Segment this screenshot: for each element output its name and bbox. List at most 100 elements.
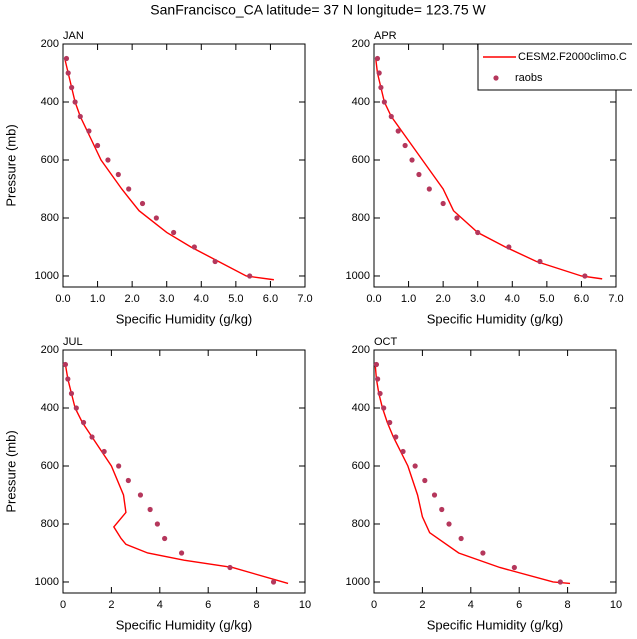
legend: CESM2.F2000climo.C raobs xyxy=(477,43,632,91)
y-tick-label: 400 xyxy=(41,96,59,108)
panel-label: OCT xyxy=(374,336,398,348)
profile-line xyxy=(375,58,603,280)
raob-point xyxy=(72,99,78,105)
y-tick-label: 800 xyxy=(41,518,59,530)
raob-point xyxy=(69,84,75,91)
y-tick-label: 600 xyxy=(41,460,59,472)
panel-label: APR xyxy=(374,30,397,42)
raob-point xyxy=(73,405,79,411)
raob-point xyxy=(68,390,75,397)
raob-point xyxy=(137,492,144,498)
y-tick-label: 200 xyxy=(352,344,370,356)
raob-point xyxy=(511,564,517,571)
raob-point xyxy=(393,434,399,440)
x-tick-label: 7.0 xyxy=(297,293,312,305)
raob-point xyxy=(247,273,253,279)
raob-point xyxy=(506,244,512,250)
raob-point xyxy=(431,492,438,498)
panel-label: JAN xyxy=(63,30,84,42)
panel: APR 0.0 1.0 2.0 3.0 4.0 5.0 6.0 7.0 200 400 600 800 1… xyxy=(346,30,624,327)
raob-point xyxy=(171,229,177,236)
raob-point xyxy=(178,550,185,556)
legend-label: CESM2.F2000climo.C xyxy=(518,51,627,63)
panel: JUL 0 2 4 6 8 10 200 400 600 800 1000 Specific Humid… xyxy=(3,336,311,633)
raob-point xyxy=(400,448,406,455)
y-tick-label: 200 xyxy=(41,344,59,356)
x-tick-label: 0.0 xyxy=(55,293,70,305)
raob-point xyxy=(376,70,382,76)
x-tick-label: 10 xyxy=(299,599,311,611)
y-tick-label: 400 xyxy=(352,96,370,108)
raob-point xyxy=(402,142,408,149)
raob-point xyxy=(381,405,387,411)
y-tick-label: 1000 xyxy=(35,576,59,588)
raob-point xyxy=(154,521,160,527)
raob-point xyxy=(375,376,381,382)
legend-label: raobs xyxy=(515,72,543,84)
chart-title: SanFrancisco_CA latitude= 37 N longitude… xyxy=(150,2,486,18)
raob-point xyxy=(416,171,422,178)
raob-point xyxy=(212,258,218,265)
x-tick-label: 0 xyxy=(371,599,377,611)
y-tick-label: 800 xyxy=(352,518,370,530)
x-axis-label: Specific Humidity (g/kg) xyxy=(116,311,253,326)
raob-point xyxy=(80,419,87,426)
y-tick-label: 1000 xyxy=(346,576,370,588)
x-tick-label: 4.0 xyxy=(194,293,209,305)
plot-frame xyxy=(62,43,306,288)
x-axis-label: Specific Humidity (g/kg) xyxy=(427,311,564,326)
y-tick-label: 600 xyxy=(352,154,370,166)
raob-point xyxy=(480,550,486,556)
legend-box xyxy=(477,43,632,91)
raob-point xyxy=(378,84,384,91)
raob-point xyxy=(77,113,83,120)
x-tick-label: 8 xyxy=(565,599,571,611)
y-tick-label: 200 xyxy=(41,38,59,50)
y-tick-label: 1000 xyxy=(346,270,370,282)
raob-point xyxy=(557,579,563,585)
x-tick-label: 6 xyxy=(205,599,211,611)
raob-point xyxy=(125,477,131,484)
profile-line xyxy=(374,364,571,585)
x-tick-label: 6.0 xyxy=(263,293,278,305)
y-tick-label: 600 xyxy=(352,460,370,472)
raob-point xyxy=(387,419,393,426)
x-tick-label: 6.0 xyxy=(574,293,589,305)
x-tick-label: 4 xyxy=(468,599,474,611)
raob-point xyxy=(62,361,69,368)
x-tick-label: 2.0 xyxy=(124,293,139,305)
x-tick-label: 4 xyxy=(157,599,163,611)
panel: OCT 0 2 4 6 8 10 200 400 600 800 1000 Specific Humid… xyxy=(346,336,623,633)
x-tick-label: 10 xyxy=(610,599,622,611)
raob-point xyxy=(373,361,380,368)
raob-point xyxy=(439,506,445,513)
raob-point xyxy=(475,229,481,236)
raob-point xyxy=(94,142,101,149)
raob-point xyxy=(381,99,387,105)
raob-point xyxy=(147,506,153,513)
raob-point xyxy=(63,55,70,62)
x-axis-label: Specific Humidity (g/kg) xyxy=(427,617,564,632)
x-tick-label: 0 xyxy=(60,599,66,611)
x-tick-label: 4.0 xyxy=(505,293,520,305)
raob-point xyxy=(153,215,159,221)
raob-point xyxy=(227,564,233,571)
y-tick-label: 600 xyxy=(41,154,59,166)
raob-point xyxy=(86,128,92,134)
y-axis-label: Pressure (mb) xyxy=(3,124,18,206)
raob-point xyxy=(454,215,460,221)
y-tick-label: 400 xyxy=(41,402,59,414)
raob-point xyxy=(426,186,432,192)
raob-point xyxy=(374,55,381,62)
x-tick-label: 5.0 xyxy=(228,293,243,305)
x-tick-label: 2 xyxy=(108,599,114,611)
raob-point xyxy=(191,244,197,250)
x-tick-label: 8 xyxy=(254,599,260,611)
x-tick-label: 5.0 xyxy=(539,293,554,305)
panel-label: JUL xyxy=(63,336,83,348)
raob-point xyxy=(115,171,121,178)
raob-point xyxy=(446,521,452,527)
y-axis-label: Pressure (mb) xyxy=(3,430,18,512)
